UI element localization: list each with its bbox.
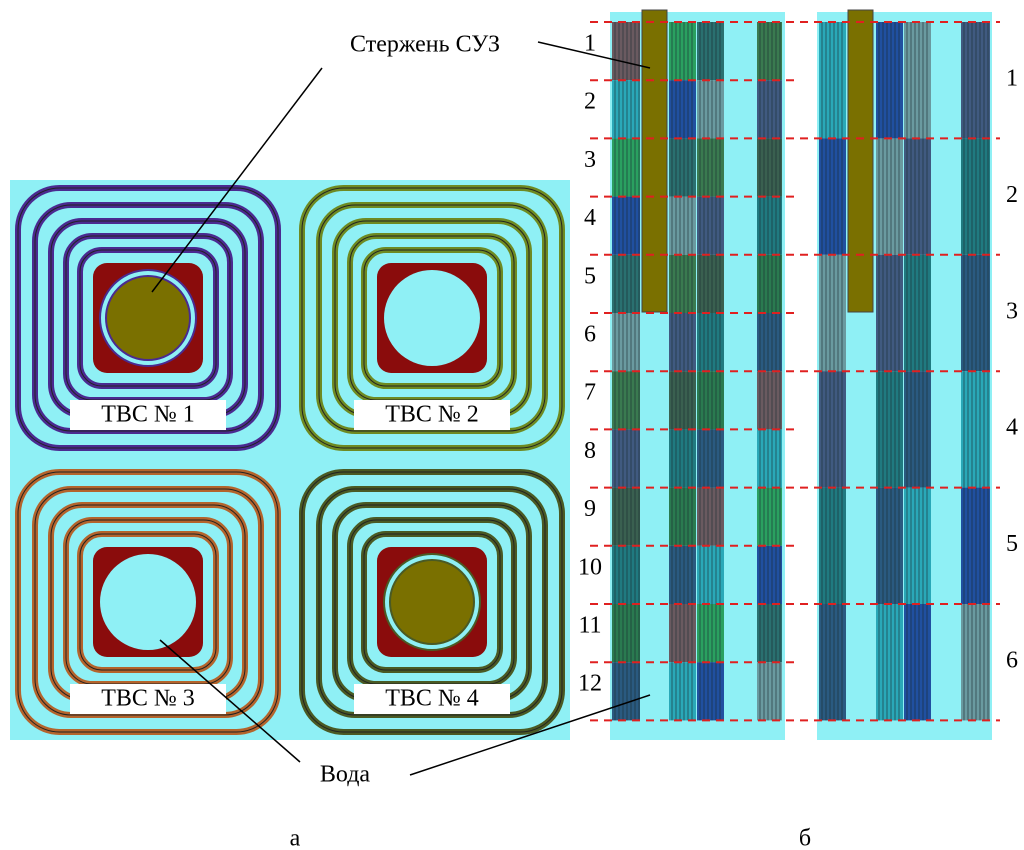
control-rod bbox=[848, 10, 873, 312]
assembly-label: ТВС № 1 bbox=[101, 402, 195, 428]
level-number: 7 bbox=[584, 380, 596, 406]
level-number: 8 bbox=[584, 438, 596, 464]
fuel-column bbox=[612, 80, 640, 138]
control-rod bbox=[390, 560, 474, 644]
level-number: 5 bbox=[1006, 531, 1018, 557]
level-number: 1 bbox=[1006, 66, 1018, 92]
level-number: 4 bbox=[584, 205, 596, 231]
control-rod bbox=[106, 276, 190, 360]
assembly-label: ТВС № 2 bbox=[385, 402, 479, 428]
level-number: 6 bbox=[1006, 648, 1018, 674]
fuel-column bbox=[612, 546, 640, 604]
fuel-column bbox=[757, 138, 782, 196]
fuel-column bbox=[757, 197, 782, 255]
fuel-column bbox=[612, 662, 640, 720]
fuel-column bbox=[757, 313, 782, 371]
rod-label: Стержень СУЗ bbox=[350, 32, 500, 58]
level-number: 6 bbox=[584, 322, 596, 348]
fuel-column bbox=[757, 662, 782, 720]
fuel-column bbox=[612, 371, 640, 429]
control-rod bbox=[642, 10, 667, 312]
level-number: 2 bbox=[584, 89, 596, 115]
fuel-column bbox=[612, 22, 640, 80]
axial-views bbox=[610, 10, 992, 740]
level-number: 3 bbox=[584, 147, 596, 173]
fuel-column bbox=[612, 429, 640, 487]
fuel-column bbox=[757, 546, 782, 604]
fuel-column bbox=[612, 313, 640, 371]
level-number: 9 bbox=[584, 496, 596, 522]
fuel-column bbox=[757, 371, 782, 429]
fuel-column bbox=[757, 80, 782, 138]
assembly-label: ТВС № 3 bbox=[101, 686, 195, 712]
fuel-column bbox=[612, 604, 640, 662]
channel bbox=[100, 554, 196, 650]
water-label: Вода bbox=[320, 762, 371, 788]
fuel-column bbox=[757, 255, 782, 313]
page: ТВС № 1ТВС № 2ТВС № 3ТВС № 4 12345678910… bbox=[0, 0, 1024, 850]
fuel-column bbox=[757, 604, 782, 662]
caption: а bbox=[290, 826, 301, 850]
fuel-column bbox=[757, 488, 782, 546]
core-cross-section bbox=[10, 180, 570, 740]
fuel-column bbox=[757, 429, 782, 487]
level-number: 2 bbox=[1006, 182, 1018, 208]
level-number: 10 bbox=[578, 554, 602, 580]
fuel-column bbox=[612, 488, 640, 546]
figure: ТВС № 1ТВС № 2ТВС № 3ТВС № 4 12345678910… bbox=[0, 0, 1024, 850]
fuel-column bbox=[612, 138, 640, 196]
level-number: 11 bbox=[578, 613, 601, 639]
fuel-column bbox=[612, 197, 640, 255]
level-number: 4 bbox=[1006, 415, 1018, 441]
level-number: 3 bbox=[1006, 298, 1018, 324]
fuel-column bbox=[757, 22, 782, 80]
caption: б bbox=[799, 826, 811, 850]
fuel-column bbox=[612, 255, 640, 313]
assembly-label: ТВС № 4 bbox=[385, 686, 479, 712]
channel bbox=[384, 270, 480, 366]
level-number: 12 bbox=[578, 671, 602, 697]
level-number: 5 bbox=[584, 263, 596, 289]
